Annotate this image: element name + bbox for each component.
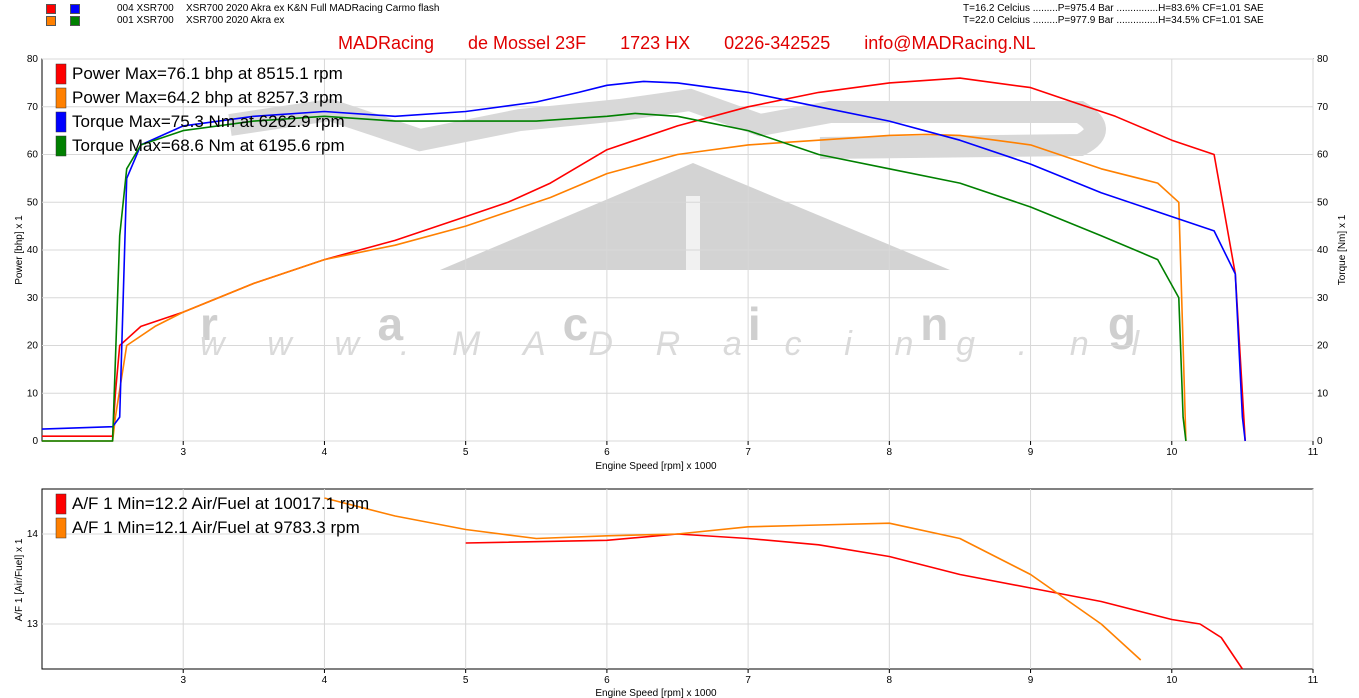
top-y2-axis-label: Torque [Nm] x 1 bbox=[1337, 214, 1348, 285]
legend-swatch-2 bbox=[55, 517, 67, 539]
legend-label-1: A/F 1 Min=12.2 Air/Fuel at 10017.1 rpm bbox=[72, 494, 369, 513]
series-line-2 bbox=[324, 497, 1142, 661]
run2-description: XSR700 2020 Akra ex bbox=[186, 15, 285, 26]
x-tick-label: 3 bbox=[180, 675, 186, 686]
y-tick-label: 70 bbox=[27, 102, 39, 113]
y-tick-label: 30 bbox=[27, 293, 39, 304]
run2-power-swatch bbox=[46, 16, 56, 26]
y-tick-label: 40 bbox=[27, 245, 39, 256]
y-tick-label: 50 bbox=[27, 197, 39, 208]
run1-power-swatch bbox=[46, 4, 56, 14]
legend-swatch-1 bbox=[55, 493, 67, 515]
series-line-4 bbox=[42, 112, 1187, 442]
air-fuel-chart: 3 4 5 6 7 8 9 10 11 13 14 A/F 1 Min=12.2 Air/Fuel … bbox=[14, 488, 1319, 698]
legend-label-4: Torque Max=68.6 Nm at 6195.6 rpm bbox=[72, 136, 345, 155]
x-tick-label: 3 bbox=[180, 447, 186, 458]
series-line-1 bbox=[42, 77, 1246, 442]
y-tick-label: 13 bbox=[27, 619, 39, 630]
top-x-axis-label: Engine Speed [rpm] x 1000 bbox=[595, 461, 717, 472]
x-tick-label: 10 bbox=[1166, 447, 1178, 458]
legend-swatch-1 bbox=[55, 63, 67, 85]
run2-bike: 001 XSR700 bbox=[117, 15, 174, 26]
shop-street: de Mossel 23F bbox=[468, 33, 587, 53]
x-tick-label: 5 bbox=[463, 447, 469, 458]
y-tick-label: 60 bbox=[27, 150, 39, 161]
legend-label-2: A/F 1 Min=12.1 Air/Fuel at 9783.3 rpm bbox=[72, 518, 360, 537]
bottom-y-axis-label: A/F 1 [Air/Fuel] x 1 bbox=[14, 538, 25, 621]
legend-label-2: Power Max=64.2 bhp at 8257.3 rpm bbox=[72, 88, 343, 107]
x-tick-label: 6 bbox=[604, 675, 610, 686]
legend-swatch-2 bbox=[55, 87, 67, 109]
y2-tick-label: 60 bbox=[1317, 150, 1329, 161]
shop-zip: 1723 HX bbox=[620, 33, 691, 53]
y2-tick-label: 80 bbox=[1317, 54, 1329, 65]
run2-torque-swatch bbox=[70, 16, 80, 26]
x-tick-label: 5 bbox=[463, 675, 469, 686]
x-tick-label: 4 bbox=[322, 447, 328, 458]
x-tick-label: 8 bbox=[887, 447, 893, 458]
top-y-axis-label: Power [bhp] x 1 bbox=[14, 215, 25, 285]
shop-banner: MADRacing de Mossel 23F 1723 HX 0226-342525… bbox=[338, 33, 1036, 54]
y2-tick-label: 30 bbox=[1317, 293, 1329, 304]
shop-email: info@MADRacing.NL bbox=[864, 33, 1036, 53]
x-tick-label: 9 bbox=[1028, 447, 1034, 458]
svg-text:www.MADRacing.nl: www.MADRacing.nl bbox=[200, 325, 1145, 363]
run1-bike: 004 XSR700 bbox=[117, 3, 174, 14]
y-tick-label: 10 bbox=[27, 388, 39, 399]
shop-name: MADRacing bbox=[338, 33, 435, 53]
run2-weather: T=22.0 Celcius .........P=977.9 Bar ....… bbox=[963, 15, 1264, 26]
x-tick-label: 8 bbox=[887, 675, 893, 686]
legend-label-1: Power Max=76.1 bhp at 8515.1 rpm bbox=[72, 64, 343, 83]
y2-tick-label: 0 bbox=[1317, 436, 1323, 447]
legend-swatch-4 bbox=[55, 135, 67, 157]
y2-tick-label: 20 bbox=[1317, 341, 1329, 352]
y2-tick-label: 40 bbox=[1317, 245, 1329, 256]
y-tick-label: 80 bbox=[27, 54, 39, 65]
legend-swatch-3 bbox=[55, 111, 67, 133]
x-tick-label: 4 bbox=[322, 675, 328, 686]
x-tick-label: 11 bbox=[1308, 447, 1319, 458]
y2-tick-label: 70 bbox=[1317, 102, 1329, 113]
x-tick-label: 7 bbox=[745, 447, 751, 458]
x-tick-label: 9 bbox=[1028, 675, 1034, 686]
shop-phone: 0226-342525 bbox=[724, 33, 831, 53]
run1-description: XSR700 2020 Akra ex K&N Full MADRacing C… bbox=[186, 3, 440, 14]
run1-torque-swatch bbox=[70, 4, 80, 14]
legend-label-3: Torque Max=75.3 Nm at 6262.9 rpm bbox=[72, 112, 345, 131]
run1-weather: T=16.2 Celcius .........P=975.4 Bar ....… bbox=[963, 3, 1264, 14]
series-line-2 bbox=[42, 133, 1187, 442]
y2-tick-label: 10 bbox=[1317, 388, 1329, 399]
y2-tick-label: 50 bbox=[1317, 197, 1329, 208]
x-tick-label: 7 bbox=[745, 675, 751, 686]
bottom-x-axis-label: Engine Speed [rpm] x 1000 bbox=[595, 688, 717, 698]
series-line-1 bbox=[465, 533, 1244, 670]
x-tick-label: 10 bbox=[1166, 675, 1178, 686]
y-tick-label: 14 bbox=[27, 529, 39, 540]
x-tick-label: 6 bbox=[604, 447, 610, 458]
y-tick-label: 0 bbox=[32, 436, 38, 447]
y-tick-label: 20 bbox=[27, 341, 39, 352]
power-torque-chart: racing www.MADRacing.nl 3 4 5 6 7 8 9 10 110 010 1… bbox=[14, 54, 1348, 472]
x-tick-label: 11 bbox=[1308, 675, 1319, 686]
